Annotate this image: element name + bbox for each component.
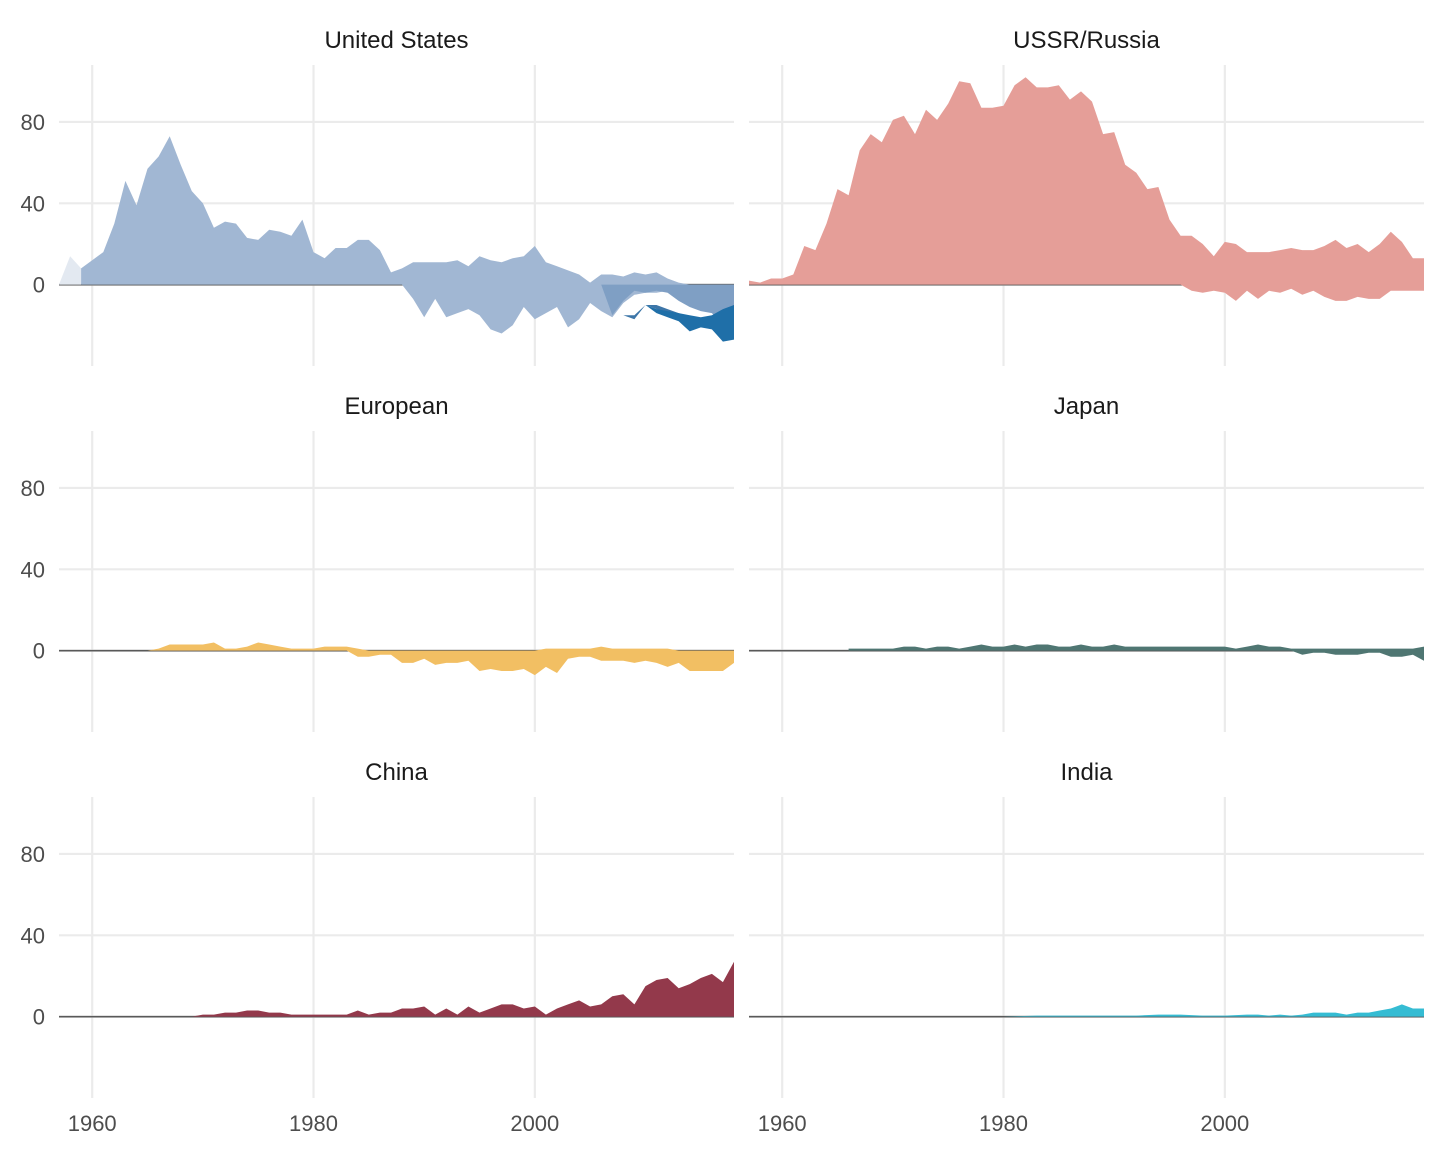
panel-title-united-states: United States — [324, 27, 468, 54]
y-tick-label-80: 80 — [21, 110, 45, 135]
x-tick-label-1960: 1960 — [758, 1111, 807, 1136]
y-tick-label-0: 0 — [33, 273, 45, 298]
area-united-states-1 — [81, 136, 735, 334]
panel-european: European 0 40 80 — [21, 393, 734, 732]
x-tick-label-1980: 1980 — [289, 1111, 338, 1136]
panel-title-china: China — [365, 759, 428, 786]
panel-ussr-russia: USSR/Russia — [749, 27, 1424, 366]
area-united-states-2 — [601, 284, 734, 326]
panel-india: India 1960 1980 2000 — [749, 759, 1424, 1136]
area-ussr-russia-0 — [749, 77, 1424, 301]
panel-title-india: India — [1060, 759, 1113, 786]
y-tick-label-0: 0 — [33, 1005, 45, 1030]
x-tick-label-1980: 1980 — [979, 1111, 1028, 1136]
y-tick-label-80: 80 — [21, 842, 45, 867]
panel-japan: Japan — [749, 393, 1424, 732]
y-tick-label-40: 40 — [21, 557, 45, 582]
area-european-0 — [147, 642, 734, 676]
y-tick-label-80: 80 — [21, 476, 45, 501]
area-united-states-0 — [59, 256, 82, 285]
x-tick-label-2000: 2000 — [1200, 1111, 1249, 1136]
y-tick-label-40: 40 — [21, 923, 45, 948]
area-china-0 — [191, 961, 735, 1017]
y-tick-label-40: 40 — [21, 191, 45, 216]
panel-title-european: European — [344, 393, 448, 420]
area-japan-0 — [848, 644, 1424, 661]
panel-united-states: United States 0 40 80 — [21, 27, 735, 366]
x-tick-label-1960: 1960 — [68, 1111, 117, 1136]
area-united-states-4 — [645, 305, 734, 342]
area-india-0 — [1003, 1004, 1424, 1017]
panel-china: China 0 40 80 1960 1980 2000 — [21, 759, 735, 1136]
panel-title-ussr-russia: USSR/Russia — [1013, 27, 1160, 54]
x-tick-label-2000: 2000 — [510, 1111, 559, 1136]
panel-title-japan: Japan — [1054, 393, 1119, 420]
y-tick-label-0: 0 — [33, 639, 45, 664]
